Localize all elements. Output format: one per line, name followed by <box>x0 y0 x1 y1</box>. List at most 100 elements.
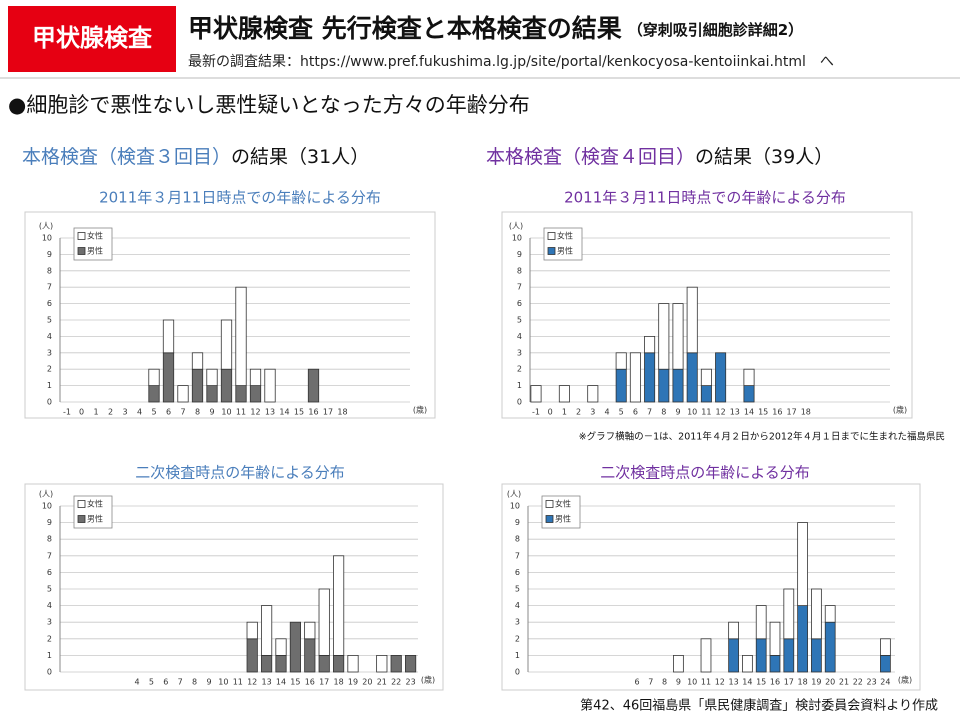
section-title: 本格検査（検査４回目）の結果（39人） <box>486 146 833 168</box>
y-tick-label: 2 <box>517 365 522 374</box>
x-tick-label: 11 <box>701 678 711 687</box>
x-axis-label: (歳) <box>413 405 427 415</box>
x-tick-label: 5 <box>619 408 624 417</box>
bar <box>824 605 836 623</box>
chart-frame <box>24 211 436 419</box>
x-tick-label: 10 <box>218 678 228 687</box>
bar <box>686 286 698 354</box>
bar <box>558 385 570 403</box>
bar <box>673 655 684 673</box>
bar <box>206 385 218 403</box>
x-tick-label: 9 <box>675 408 680 417</box>
x-tick-label: 5 <box>151 408 156 417</box>
bar <box>376 655 388 673</box>
x-tick-label: 4 <box>134 678 139 687</box>
bar <box>742 655 753 673</box>
bar <box>743 385 755 403</box>
x-tick-label: 21 <box>839 678 849 687</box>
y-tick-label: 8 <box>517 266 522 275</box>
bar <box>148 368 160 387</box>
y-tick-label: 4 <box>515 601 520 610</box>
legend-label: 男性 <box>87 246 103 256</box>
legend-swatch <box>545 500 554 508</box>
chart-title: 二次検査時点の年齢による分布 <box>135 464 345 482</box>
bar <box>769 655 781 673</box>
y-tick-label: 7 <box>517 283 522 292</box>
y-tick-label: 6 <box>47 299 52 308</box>
x-tick-label: 14 <box>744 408 754 417</box>
y-tick-label: 0 <box>47 398 52 407</box>
y-tick-label: 9 <box>47 250 52 259</box>
x-tick-label: 15 <box>290 678 300 687</box>
bar <box>615 352 627 370</box>
y-tick-label: 0 <box>517 398 522 407</box>
subtitle[interactable]: 最新の調査結果：https://www.pref.fukushima.lg.jp… <box>188 54 834 70</box>
bar <box>220 319 233 370</box>
x-tick-label: 13 <box>262 678 272 687</box>
bar <box>304 621 316 640</box>
bar <box>880 655 891 673</box>
bar <box>700 638 712 673</box>
x-tick-label: 5 <box>149 678 154 687</box>
legend-label: 女性 <box>87 231 103 241</box>
y-tick-label: 1 <box>47 381 52 390</box>
x-axis-label: (歳) <box>893 405 907 415</box>
x-tick-label: 6 <box>634 678 639 687</box>
bar <box>191 352 204 370</box>
bar <box>728 638 739 673</box>
bar <box>261 605 273 656</box>
bar <box>824 621 836 673</box>
chart-title: 2011年３月11日時点での年齢による分布 <box>564 189 846 207</box>
y-tick-label: 3 <box>47 618 52 627</box>
y-tick-label: 10 <box>42 234 52 243</box>
x-tick-label: 16 <box>305 678 315 687</box>
bar <box>162 319 175 354</box>
bar <box>700 385 712 403</box>
x-tick-label: 12 <box>715 678 725 687</box>
x-tick-label: 2 <box>108 408 113 417</box>
x-tick-label: 14 <box>276 678 286 687</box>
y-axis-label: (人) <box>39 490 53 499</box>
bar <box>405 655 417 673</box>
x-tick-label: 22 <box>391 678 401 687</box>
bar <box>629 352 641 403</box>
bar <box>318 655 330 673</box>
section-label: 本格検査（検査４回目） <box>486 146 695 168</box>
legend-label: 男性 <box>87 514 103 524</box>
bar <box>672 368 684 403</box>
y-tick-label: 2 <box>515 634 520 643</box>
x-tick-label: 10 <box>687 678 697 687</box>
y-tick-label: 6 <box>517 299 522 308</box>
section-label: 本格検査（検査３回目） <box>22 146 231 168</box>
x-tick-label: 8 <box>662 678 667 687</box>
badge-box <box>8 6 176 72</box>
x-tick-label: 23 <box>406 678 416 687</box>
x-tick-label: 18 <box>801 408 811 417</box>
x-tick-label: 14 <box>742 678 752 687</box>
y-tick-label: 6 <box>47 568 52 577</box>
bar <box>246 638 258 673</box>
bar <box>235 286 247 387</box>
x-tick-label: 6 <box>633 408 638 417</box>
legend-swatch <box>547 232 556 240</box>
bar <box>289 621 301 673</box>
chart-title: 二次検査時点の年齢による分布 <box>600 464 810 482</box>
bar <box>249 385 262 403</box>
y-tick-label: 5 <box>47 316 52 325</box>
y-tick-label: 4 <box>47 601 52 610</box>
y-tick-label: 3 <box>47 348 52 357</box>
bar <box>644 335 656 354</box>
y-tick-label: 6 <box>515 568 520 577</box>
x-tick-label: 13 <box>729 678 739 687</box>
y-tick-label: 3 <box>515 618 520 627</box>
legend-label: 女性 <box>87 499 103 509</box>
x-tick-label: 3 <box>122 408 127 417</box>
source: 第42、46回福島県「県民健康調査」検討委員会資料より作成 <box>580 698 938 714</box>
legend-swatch <box>547 247 556 255</box>
x-tick-label: -1 <box>63 408 71 417</box>
x-tick-label: 0 <box>79 408 84 417</box>
y-tick-label: 7 <box>515 551 520 560</box>
x-tick-label: 21 <box>377 678 387 687</box>
x-tick-label: 15 <box>294 408 304 417</box>
x-tick-label: 20 <box>825 678 835 687</box>
